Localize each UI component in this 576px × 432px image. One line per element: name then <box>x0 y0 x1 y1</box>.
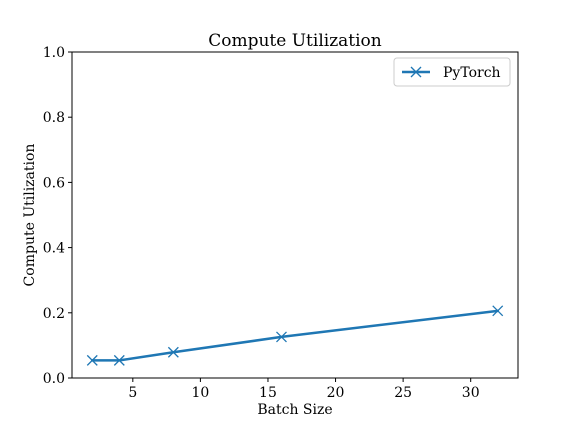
x-axis-label: Batch Size <box>257 402 332 418</box>
plot-frame <box>71 51 519 379</box>
data-point-marker-stroke-b <box>86 354 98 366</box>
data-point-marker <box>113 354 125 366</box>
data-point-marker <box>86 354 98 366</box>
legend-entry-label: PyTorch <box>443 65 501 81</box>
x-tick-label: 25 <box>394 385 412 401</box>
y-tick-label: 0.0 <box>43 371 65 387</box>
legend-box <box>393 57 511 87</box>
plot-area <box>86 305 504 366</box>
x-tick-label: 15 <box>259 385 277 401</box>
data-point-marker-stroke-b <box>492 305 504 317</box>
data-point-marker-stroke-b <box>276 331 287 343</box>
x-axis-ticks: 5 10 15 20 25 30 <box>128 378 480 401</box>
data-point-marker <box>167 346 179 358</box>
x-tick-label: 5 <box>128 385 137 401</box>
y-tick-label: 0.2 <box>43 306 65 322</box>
x-tick-label: 10 <box>191 385 209 401</box>
x-tick-label: 20 <box>327 385 345 401</box>
data-point-marker-stroke-b <box>113 354 125 366</box>
data-point-marker <box>276 331 287 343</box>
y-tick-label: 0.6 <box>43 175 65 191</box>
legend-marker-sample-stroke-b <box>410 66 422 78</box>
legend-series-handle <box>402 66 430 78</box>
y-tick-label: 1.0 <box>43 45 65 61</box>
data-point-marker <box>492 305 504 317</box>
chart-title: Compute Utilization <box>208 31 382 51</box>
y-tick-label: 0.4 <box>43 241 65 257</box>
x-tick-label: 30 <box>462 385 480 401</box>
legend: PyTorch <box>393 57 511 87</box>
y-axis-label: Compute Utilization <box>22 144 38 287</box>
data-point-marker-stroke-b <box>167 346 179 358</box>
y-axis-ticks: 0.0 0.2 0.4 0.6 0.8 1.0 <box>43 45 72 387</box>
y-tick-label: 0.8 <box>43 110 65 126</box>
legend-marker-sample <box>410 66 422 78</box>
